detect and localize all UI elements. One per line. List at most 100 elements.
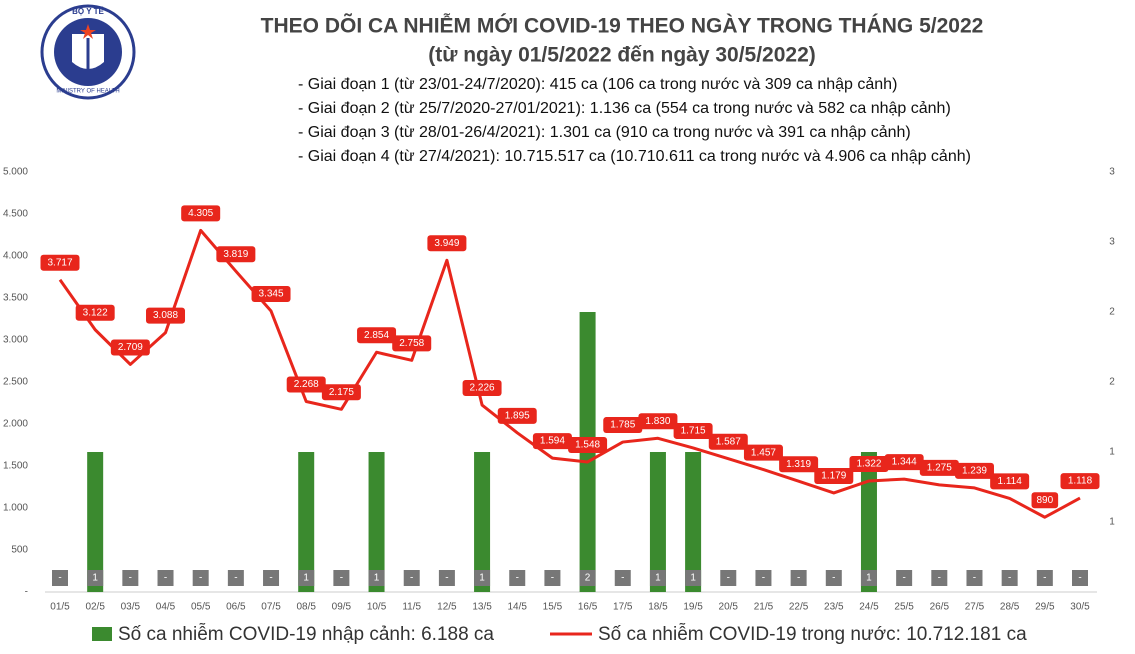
bar-label-box <box>263 570 280 586</box>
line-label-box <box>321 384 361 401</box>
line-label-box <box>181 205 221 222</box>
bar-value-label: 1 <box>303 573 309 584</box>
line-value-label: 1.587 <box>716 436 741 447</box>
line-label-box <box>497 407 537 424</box>
bar <box>368 452 385 592</box>
bar-label-box <box>966 570 983 586</box>
line-label-box <box>568 436 608 453</box>
logo-subtitle: MINISTRY OF HEALTH <box>56 89 119 95</box>
bar-value-label: - <box>1043 573 1046 584</box>
line-label-box <box>638 413 678 430</box>
line-label-box <box>462 380 502 397</box>
line-value-label: 1.785 <box>610 420 635 431</box>
line-label-box <box>286 376 326 393</box>
x-tick-label: 06/5 <box>226 602 246 613</box>
bar-value-label: - <box>445 573 448 584</box>
legend-swatch <box>92 627 112 641</box>
y-tick-label: 5.000 <box>3 167 28 178</box>
bar-label-box <box>649 570 666 586</box>
x-tick-label: 21/5 <box>754 602 774 613</box>
line-label-box <box>110 339 150 356</box>
bar-value-label: - <box>199 573 202 584</box>
x-tick-label: 09/5 <box>332 602 352 613</box>
bar-label-box <box>544 570 561 586</box>
line-label-box <box>216 246 256 263</box>
bar-value-label: - <box>269 573 272 584</box>
bar-label-box <box>579 570 596 586</box>
x-tick-label: 18/5 <box>648 602 668 613</box>
x-tick-label: 29/5 <box>1035 602 1055 613</box>
y-tick-label: 1.000 <box>3 503 28 514</box>
y-tick-label: - <box>25 587 28 598</box>
line-value-label: 3.088 <box>153 310 178 321</box>
bar-value-label: - <box>832 573 835 584</box>
y-tick-label: 3.000 <box>3 335 28 346</box>
bar-value-label: - <box>410 573 413 584</box>
bar-label-box <box>157 570 174 586</box>
line-label-box <box>75 304 115 321</box>
bar-value-label: - <box>902 573 905 584</box>
bar-value-label: - <box>164 573 167 584</box>
x-tick-label: 30/5 <box>1070 602 1090 613</box>
line-label-box <box>814 467 854 484</box>
bar-label-box <box>509 570 526 586</box>
logo-title: BỘ Y TẾ <box>72 6 104 16</box>
line-value-label: 2.226 <box>470 383 495 394</box>
legend-label: Số ca nhiễm COVID-19 nhập cảnh: 6.188 ca <box>118 623 494 645</box>
line-value-label: 3.122 <box>83 307 108 318</box>
x-tick-label: 27/5 <box>965 602 985 613</box>
x-tick-label: 04/5 <box>156 602 176 613</box>
bar <box>87 452 104 592</box>
bar-value-label: - <box>762 573 765 584</box>
bar-value-label: - <box>727 573 730 584</box>
x-tick-label: 23/5 <box>824 602 844 613</box>
annotation: - Giai đoạn 4 (từ 27/4/2021): 10.715.517… <box>298 148 971 165</box>
x-tick-label: 15/5 <box>543 602 563 613</box>
line-value-label: 2.268 <box>294 379 319 390</box>
x-tick-label: 10/5 <box>367 602 387 613</box>
x-tick-label: 22/5 <box>789 602 809 613</box>
bar-label-box <box>860 570 877 586</box>
bar-value-label: - <box>1008 573 1011 584</box>
bar-value-label: - <box>1078 573 1081 584</box>
line-value-label: 2.758 <box>399 338 424 349</box>
line-value-label: 3.345 <box>259 289 284 300</box>
bar-value-label: - <box>129 573 132 584</box>
bar <box>474 452 491 592</box>
line-value-label: 1.594 <box>540 436 565 447</box>
bar-value-label: 2 <box>585 573 591 584</box>
line-label-box <box>884 454 924 471</box>
y-tick-label: 3.500 <box>3 293 28 304</box>
x-tick-label: 14/5 <box>508 602 528 613</box>
bar-value-label: - <box>938 573 941 584</box>
bar-label-box <box>685 570 702 586</box>
line-label-box <box>357 327 397 344</box>
bar-value-label: - <box>58 573 61 584</box>
line-label-box <box>954 462 994 479</box>
x-tick-label: 05/5 <box>191 602 211 613</box>
x-tick-label: 20/5 <box>719 602 739 613</box>
bar-label-box <box>227 570 244 586</box>
line-label-box <box>708 433 748 450</box>
bar-label-box <box>720 570 737 586</box>
line-value-label: 1.548 <box>575 440 600 451</box>
line-value-label: 2.854 <box>364 330 389 341</box>
line-value-label: 890 <box>1036 495 1053 506</box>
line-value-label: 1.457 <box>751 447 776 458</box>
bar-label-box <box>614 570 631 586</box>
line-label-box <box>743 444 783 461</box>
line-label-box <box>779 456 819 473</box>
bar-value-label: - <box>551 573 554 584</box>
x-tick-label: 26/5 <box>930 602 950 613</box>
line-label-box <box>919 459 959 476</box>
line-label-box <box>1060 473 1100 490</box>
line-value-label: 1.895 <box>505 410 530 421</box>
y-tick-label: 4.000 <box>3 251 28 262</box>
bar-label-box <box>1072 570 1088 586</box>
bar-value-label: 1 <box>374 573 380 584</box>
line-value-label: 4.305 <box>188 208 213 219</box>
x-tick-label: 13/5 <box>472 602 492 613</box>
bar-label-box <box>755 570 772 586</box>
x-tick-label: 25/5 <box>894 602 914 613</box>
line-value-label: 1.322 <box>856 459 881 470</box>
